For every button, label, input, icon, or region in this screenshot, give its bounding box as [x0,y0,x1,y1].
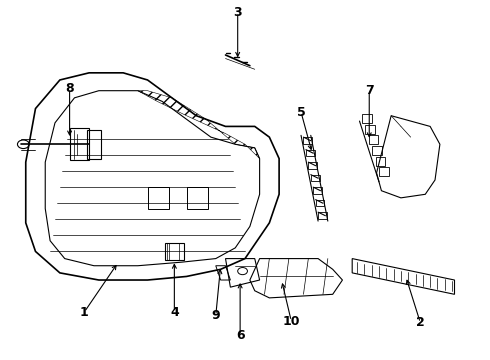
Bar [147,187,170,208]
Text: 5: 5 [296,105,305,119]
Text: 8: 8 [65,82,74,95]
Text: 9: 9 [212,309,220,322]
Text: 7: 7 [365,84,373,97]
Text: 1: 1 [80,306,89,319]
Bar [303,137,312,144]
Bar [362,114,372,123]
Text: 2: 2 [416,316,425,329]
Bar [187,187,208,208]
Bar [375,157,385,166]
Bar [318,212,327,219]
Bar [308,162,317,168]
Text: 6: 6 [236,329,245,342]
Text: 4: 4 [170,306,179,319]
Bar [165,243,184,260]
Bar [372,146,382,155]
Bar [70,128,89,160]
Bar [369,135,378,144]
Bar [311,175,319,181]
Bar [366,125,375,134]
Bar [316,200,324,206]
Bar [379,167,389,176]
Bar [313,187,322,194]
Text: 3: 3 [233,6,242,19]
Bar [87,130,101,158]
Text: 10: 10 [283,315,300,328]
Bar [306,150,315,156]
